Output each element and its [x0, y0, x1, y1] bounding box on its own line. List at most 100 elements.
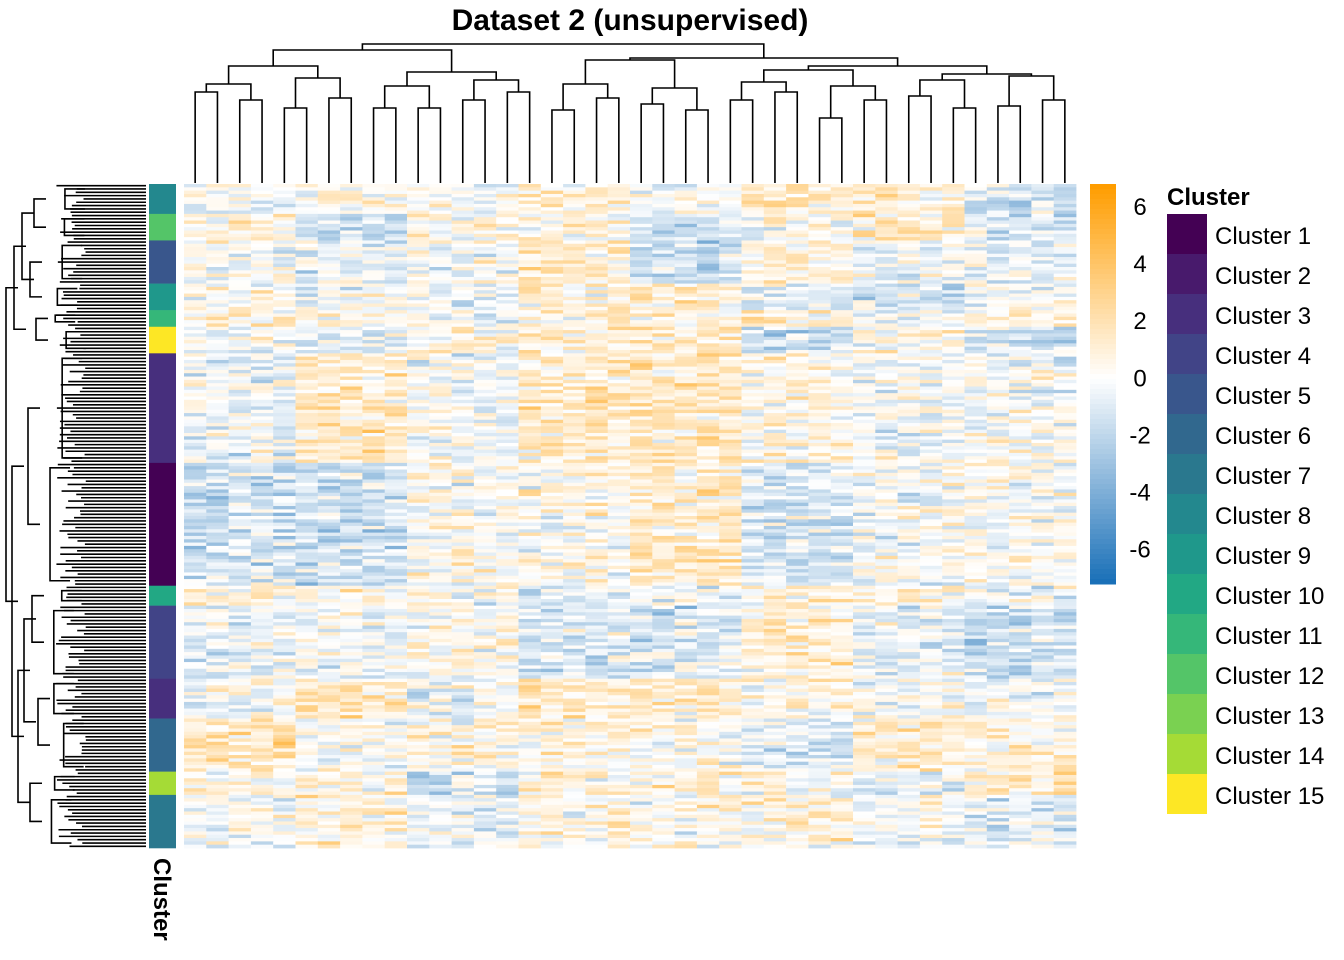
heatmap-cell — [1053, 403, 1077, 407]
heatmap-cell — [830, 363, 854, 367]
heatmap-cell — [1053, 233, 1077, 238]
heatmap-cell — [206, 193, 229, 198]
heatmap-cell — [407, 263, 430, 268]
heatmap-cell — [206, 403, 229, 407]
row-annotation-segment — [149, 353, 176, 464]
heatmap-cell — [295, 369, 319, 374]
heatmap-cell — [206, 220, 229, 225]
heatmap-cell — [340, 409, 363, 414]
heatmap-cell — [295, 207, 319, 211]
heatmap-cell — [295, 340, 319, 344]
heatmap-cell — [696, 423, 720, 427]
column-dendrogram-branch — [551, 109, 576, 183]
heatmap-cell — [540, 267, 564, 271]
heatmap-cell — [652, 429, 675, 434]
heatmap-cell — [741, 366, 765, 371]
heatmap-cell — [473, 399, 497, 404]
heatmap-cell — [585, 330, 609, 334]
heatmap-cell — [607, 280, 631, 284]
heatmap-cell — [496, 489, 519, 494]
heatmap-cell — [830, 549, 854, 553]
heatmap-cell — [250, 496, 274, 500]
heatmap-cell — [206, 190, 229, 195]
heatmap-cell — [875, 280, 898, 284]
heatmap-cell — [741, 403, 765, 407]
heatmap-cell — [674, 525, 698, 530]
heatmap-cell — [607, 499, 631, 504]
column-dendrogram-branch — [952, 107, 977, 183]
heatmap-cell — [429, 522, 452, 527]
heatmap-cell — [942, 356, 965, 361]
heatmap-cell — [719, 306, 742, 311]
heatmap-cell — [875, 436, 898, 441]
heatmap-cell — [786, 293, 809, 298]
heatmap-cell — [184, 336, 207, 341]
heatmap-cell — [250, 227, 274, 231]
heatmap-cell — [295, 376, 319, 381]
heatmap-cell — [273, 416, 296, 421]
heatmap-cell — [1031, 283, 1055, 288]
heatmap-cell — [808, 193, 832, 198]
heatmap-cell — [317, 482, 341, 487]
heatmap-cell — [942, 207, 965, 211]
heatmap-cell — [451, 293, 475, 298]
heatmap-cell — [451, 476, 475, 480]
heatmap-cell — [362, 336, 386, 341]
heatmap-cell — [273, 486, 296, 490]
heatmap-cell — [763, 276, 787, 281]
heatmap-cell — [875, 439, 898, 444]
heatmap-cell — [496, 452, 519, 457]
heatmap-cell — [830, 290, 854, 294]
heatmap-cell — [496, 562, 519, 567]
heatmap-cell — [1053, 366, 1077, 371]
heatmap-cell — [652, 356, 675, 361]
heatmap-cell — [830, 419, 854, 424]
heatmap-cell — [451, 373, 475, 377]
heatmap-cell — [362, 572, 386, 577]
heatmap-cell — [853, 439, 876, 444]
heatmap-cell — [964, 193, 988, 198]
heatmap-cell — [451, 250, 475, 255]
heatmap-cell — [429, 436, 452, 441]
heatmap-cell — [875, 393, 898, 397]
heatmap-cell — [496, 446, 519, 450]
heatmap-cell — [1053, 409, 1077, 414]
heatmap-cell — [607, 356, 631, 361]
heatmap-cell — [652, 509, 675, 514]
heatmap-cell — [1009, 466, 1032, 470]
heatmap-cell — [763, 207, 787, 211]
heatmap-cell — [317, 559, 341, 563]
heatmap-cell — [897, 572, 921, 577]
heatmap-cell — [853, 293, 876, 298]
heatmap-cell — [384, 389, 408, 394]
heatmap-cell — [808, 290, 832, 294]
heatmap-cell — [362, 436, 386, 441]
heatmap-cell — [808, 393, 832, 397]
heatmap-cell — [518, 320, 542, 324]
heatmap-cell — [384, 529, 408, 533]
heatmap-cell — [273, 535, 296, 540]
heatmap-cell — [652, 409, 675, 414]
heatmap-cell — [696, 340, 720, 344]
heatmap-cell — [853, 237, 876, 241]
heatmap-cell — [763, 542, 787, 547]
heatmap-cell — [897, 542, 921, 547]
heatmap-cell — [763, 217, 787, 221]
heatmap-cell — [741, 555, 765, 560]
heatmap-cell — [184, 469, 207, 474]
heatmap-cell — [652, 333, 675, 338]
heatmap-cell — [184, 343, 207, 348]
heatmap-cell — [652, 413, 675, 417]
heatmap-cell — [184, 512, 207, 517]
heatmap-cell — [585, 469, 609, 474]
heatmap-cell — [964, 227, 988, 231]
heatmap-cell — [875, 542, 898, 547]
heatmap-cell — [1009, 233, 1032, 238]
heatmap-cell — [830, 203, 854, 208]
heatmap-cell — [585, 459, 609, 464]
heatmap-cell — [563, 230, 586, 235]
heatmap-cell — [853, 416, 876, 421]
heatmap-cell — [340, 250, 363, 255]
heatmap-cell — [206, 399, 229, 404]
heatmap-cell — [607, 330, 631, 334]
